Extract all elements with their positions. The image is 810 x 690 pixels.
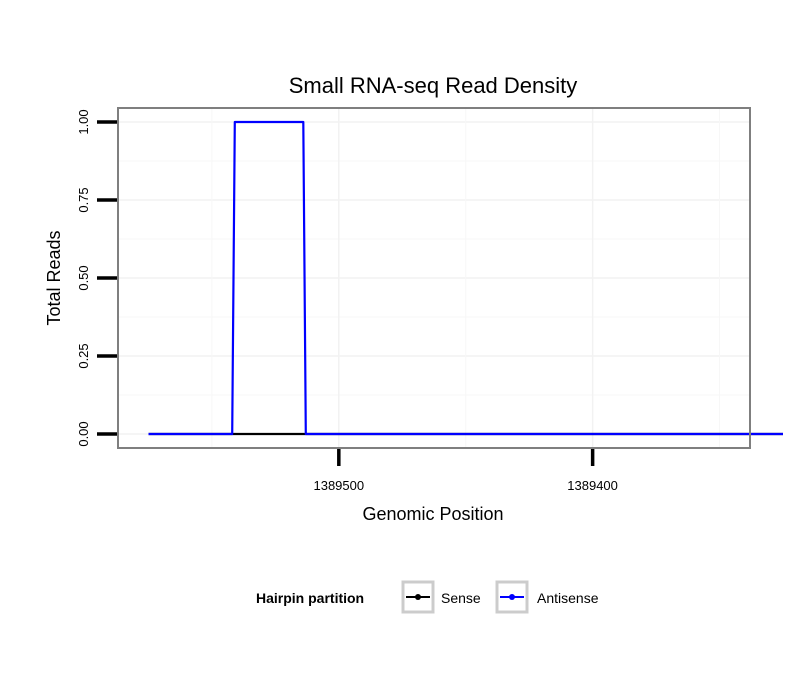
legend-item-antisense: Antisense — [495, 580, 599, 614]
y-axis: 0.00 0.25 0.50 0.75 1.00 — [76, 109, 117, 447]
y-tick-label: 0.00 — [76, 421, 91, 446]
grid-layer — [118, 108, 750, 448]
y-tick-label: 1.00 — [76, 109, 91, 134]
y-tick-label: 0.50 — [76, 265, 91, 290]
x-tick-label: 1389400 — [567, 478, 618, 493]
legend-item-sense: Sense — [401, 580, 481, 614]
legend-point-sense — [415, 594, 421, 600]
series-layer — [148, 120, 783, 436]
y-tick-label: 0.75 — [76, 187, 91, 212]
legend-label-sense: Sense — [441, 590, 481, 606]
legend-point-antisense — [509, 594, 515, 600]
x-axis-title: Genomic Position — [362, 504, 503, 524]
x-tick-label: 1389500 — [313, 478, 364, 493]
legend: Hairpin partition Sense Antisense — [256, 580, 599, 614]
plot-panel-border — [117, 107, 751, 449]
x-axis: 1389500 1389400 — [313, 449, 618, 493]
series-line-antisense — [148, 120, 783, 436]
legend-title: Hairpin partition — [256, 590, 364, 606]
chart-title: Small RNA-seq Read Density — [289, 73, 578, 98]
y-tick-label: 0.25 — [76, 343, 91, 368]
y-axis-title: Total Reads — [44, 230, 64, 325]
legend-label-antisense: Antisense — [537, 590, 599, 606]
